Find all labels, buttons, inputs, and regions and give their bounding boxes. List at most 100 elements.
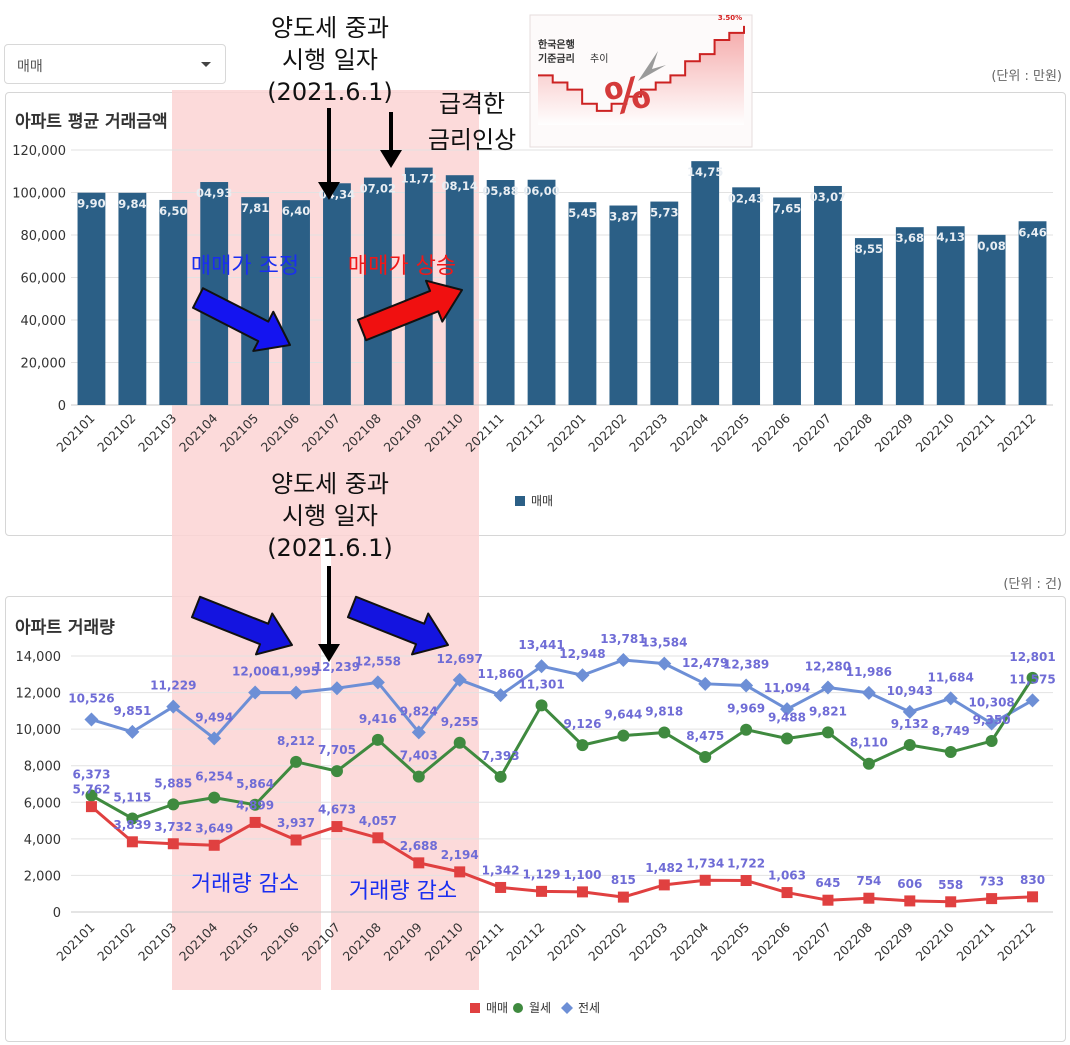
- maemae-point: [208, 839, 220, 851]
- wolse-point: [290, 755, 303, 768]
- maemae-data-label: 1,722: [727, 857, 765, 871]
- jeonse-data-label: 9,824: [400, 704, 438, 718]
- rate-hike-annotation-line: 급격한: [439, 90, 505, 118]
- tax-annotation-top-line: (2021.6.1): [267, 78, 393, 106]
- maemae-data-label: 3,649: [195, 821, 233, 835]
- wolse-data-label: 9,821: [809, 704, 847, 718]
- wolse-data-label: 9,644: [604, 708, 642, 722]
- jeonse-data-label: 9,494: [195, 710, 233, 724]
- price-xtick-label: 202203: [626, 411, 670, 455]
- wolse-point: [330, 765, 343, 778]
- volume-ytick-label: 8,000: [24, 760, 61, 775]
- maemae-point: [495, 881, 507, 893]
- price-bar: [814, 185, 842, 405]
- price-bar: [568, 202, 597, 405]
- wolse-point: [535, 699, 548, 712]
- price-bar: [732, 187, 761, 405]
- wolse-data-label: 11,301: [518, 677, 564, 691]
- wolse-point: [208, 791, 221, 804]
- jeonse-data-label: 12,389: [723, 657, 769, 671]
- volume-xtick-label: 202205: [708, 920, 752, 964]
- chevron-down-icon: [201, 62, 211, 67]
- price-bar-label: 9,84: [118, 197, 146, 211]
- maemae-data-label: 3,839: [113, 818, 151, 832]
- jeonse-point: [575, 668, 590, 683]
- volume-xtick-label: 202208: [831, 919, 875, 963]
- deal-type-selected: 매매: [17, 59, 43, 75]
- jeonse-point: [248, 685, 263, 700]
- wolse-data-label: 9,488: [768, 711, 806, 725]
- volume-ytick-label: 0: [53, 906, 61, 921]
- maemae-point: [126, 836, 138, 848]
- jeonse-data-label: 12,006: [232, 664, 278, 678]
- deal-type-select[interactable]: 매매: [4, 44, 226, 84]
- wolse-data-label: 7,705: [318, 743, 356, 757]
- jeonse-point: [329, 681, 344, 696]
- jeonse-point: [861, 685, 876, 700]
- jeonse-point: [616, 653, 631, 668]
- price-bar-label: 5,73: [650, 206, 678, 220]
- maemae-point: [85, 801, 97, 813]
- wolse-data-label: 9,818: [645, 704, 683, 718]
- jeonse-point: [452, 672, 467, 687]
- price-bar: [323, 183, 351, 405]
- volume-drop-label-2: 거래량 감소: [349, 879, 457, 904]
- volume-ytick-label: 12,000: [16, 687, 62, 702]
- tax-annotation-top-line: 시행 일자: [282, 46, 378, 74]
- price-ytick-label: 100,000: [12, 187, 66, 202]
- maemae-point: [576, 886, 588, 898]
- price-bar-label: 03,07: [810, 190, 846, 204]
- maemae-point: [1027, 891, 1039, 903]
- rate-hike-annotation-line: 금리인상: [428, 126, 516, 154]
- volume-xtick-label: 202209: [872, 919, 916, 963]
- maemae-point: [904, 895, 916, 907]
- volume-drop-arrow-1: [190, 595, 293, 656]
- volume-ytick-label: 4,000: [24, 833, 61, 848]
- maemae-point: [536, 885, 548, 897]
- wolse-point: [903, 739, 916, 752]
- volume-ytick-label: 14,000: [16, 650, 62, 665]
- volume-legend-swatch: [513, 1003, 523, 1013]
- maemae-point: [290, 834, 302, 846]
- price-ytick-label: 0: [58, 399, 66, 414]
- price-chart-title: 아파트 평균 거래금액: [15, 112, 168, 132]
- jeonse-data-label: 10,308: [968, 696, 1014, 710]
- price-bar: [854, 238, 883, 405]
- price-bar-label: 7,65: [773, 201, 801, 215]
- rising-arrow-icon: [638, 51, 666, 81]
- maemae-data-label: 1,482: [645, 861, 683, 875]
- price-xtick-label: 202207: [790, 411, 834, 455]
- maemae-data-label: 3,732: [154, 820, 192, 834]
- price-ytick-label: 20,000: [21, 357, 67, 372]
- volume-legend-swatch: [561, 1002, 573, 1014]
- wolse-point: [126, 812, 139, 825]
- maemae-data-label: 3,937: [277, 816, 315, 830]
- price-unit-label: (단위 : 만원): [991, 69, 1062, 84]
- wolse-data-label: 7,393: [482, 749, 520, 763]
- price-xtick-label: 202212: [994, 411, 1038, 455]
- volume-xtick-label: 202211: [953, 920, 997, 964]
- price-adjust-label: 매매가 조정: [191, 254, 299, 279]
- wolse-point: [249, 798, 262, 811]
- wolse-data-label: 8,212: [277, 734, 315, 748]
- price-bar-label: 3,87: [609, 210, 637, 224]
- rate-inset-step-line: [538, 25, 745, 112]
- rate-inset-last-value: 3.50%: [718, 14, 742, 22]
- price-xtick-label: 202210: [912, 410, 956, 454]
- maemae-data-label: 1,342: [482, 863, 520, 877]
- jeonse-point: [698, 676, 713, 691]
- jeonse-point: [207, 731, 222, 746]
- volume-xtick-label: 202203: [626, 920, 670, 964]
- jeonse-point: [780, 702, 795, 717]
- wolse-point: [740, 723, 753, 736]
- jeonse-data-label: 10,943: [887, 684, 933, 698]
- jeonse-data-label: 11,229: [150, 679, 196, 693]
- price-bar-label: 3,68: [896, 231, 924, 245]
- wolse-point: [985, 735, 998, 748]
- price-xtick-label: 202204: [667, 410, 711, 454]
- price-bar: [282, 200, 310, 405]
- price-bar-label: 8,55: [855, 242, 883, 256]
- wolse-data-label: 9,126: [563, 717, 601, 731]
- jeonse-point: [125, 724, 140, 739]
